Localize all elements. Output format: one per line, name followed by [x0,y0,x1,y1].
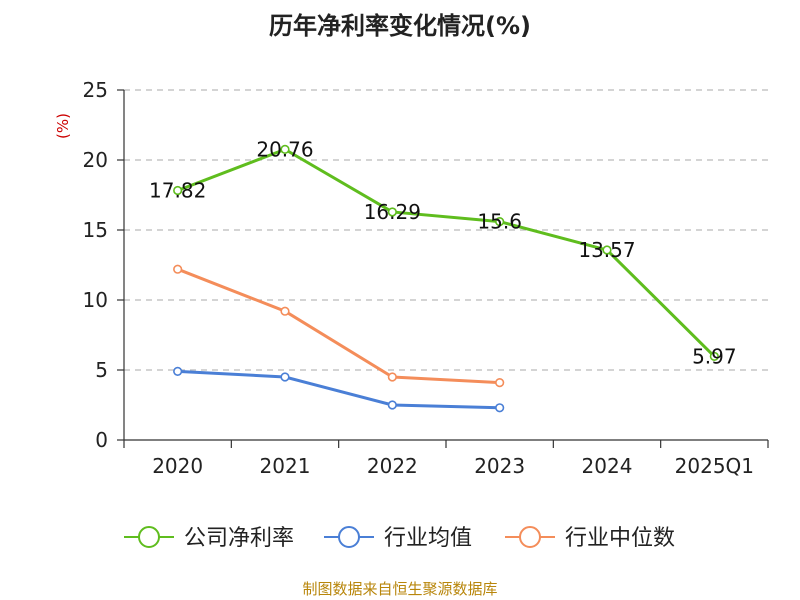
axis-layer: 0 5 10 15 20 25 2020 2021 2022 2023 2024 2025Q1 [83,78,769,478]
legend-label: 公司净利率 [184,526,294,551]
data-point [709,351,719,362]
data-label-layer: 17.82 20.76 16.29 15.6 13.57 5.97 [149,137,737,368]
data-label: 17.82 [149,179,206,203]
source-note: 制图数据来自恒生聚源数据库 [302,580,497,598]
data-point [280,372,290,382]
y-axis-unit: (%) [54,113,72,139]
data-label: 15.6 [477,210,522,234]
y-tick-label: 5 [95,358,108,382]
chart-title: 历年净利率变化情况(%) [269,12,531,40]
data-point [387,207,397,217]
data-point [173,264,183,274]
x-tick-label: 2020 [152,454,203,478]
legend-marker [338,526,360,548]
legend-label: 行业中位数 [565,526,675,551]
legend: 公司净利率 行业均值 行业中位数 [124,526,675,551]
data-point [280,144,290,154]
series-layer [173,144,719,413]
data-point [495,403,505,413]
x-tick-label: 2023 [474,454,525,478]
data-label: 5.97 [692,344,737,368]
x-tick-label: 2022 [367,454,418,478]
x-tick-label: 2021 [260,454,311,478]
legend-marker [138,526,160,548]
data-label: 20.76 [256,137,313,161]
data-point [280,306,290,316]
y-tick-label: 0 [95,428,108,452]
legend-marker [519,526,541,548]
data-point [173,366,183,377]
data-point [173,185,183,196]
data-point [495,378,505,388]
series-line [176,267,502,385]
legend-label: 行业均值 [384,526,472,551]
grid-layer [124,89,768,371]
data-label: 16.29 [364,200,421,224]
data-label: 13.57 [578,238,635,262]
y-tick-label: 20 [83,148,108,172]
data-point [495,217,505,227]
y-tick-label: 25 [83,78,108,102]
data-point [387,400,397,410]
x-tick-label: 2025Q1 [675,454,754,478]
series-line [176,147,716,358]
data-point [387,372,397,382]
x-tick-label: 2024 [582,454,633,478]
y-tick-label: 10 [83,288,108,312]
data-point [602,245,612,255]
y-tick-label: 15 [83,218,108,242]
series-line [176,369,502,410]
